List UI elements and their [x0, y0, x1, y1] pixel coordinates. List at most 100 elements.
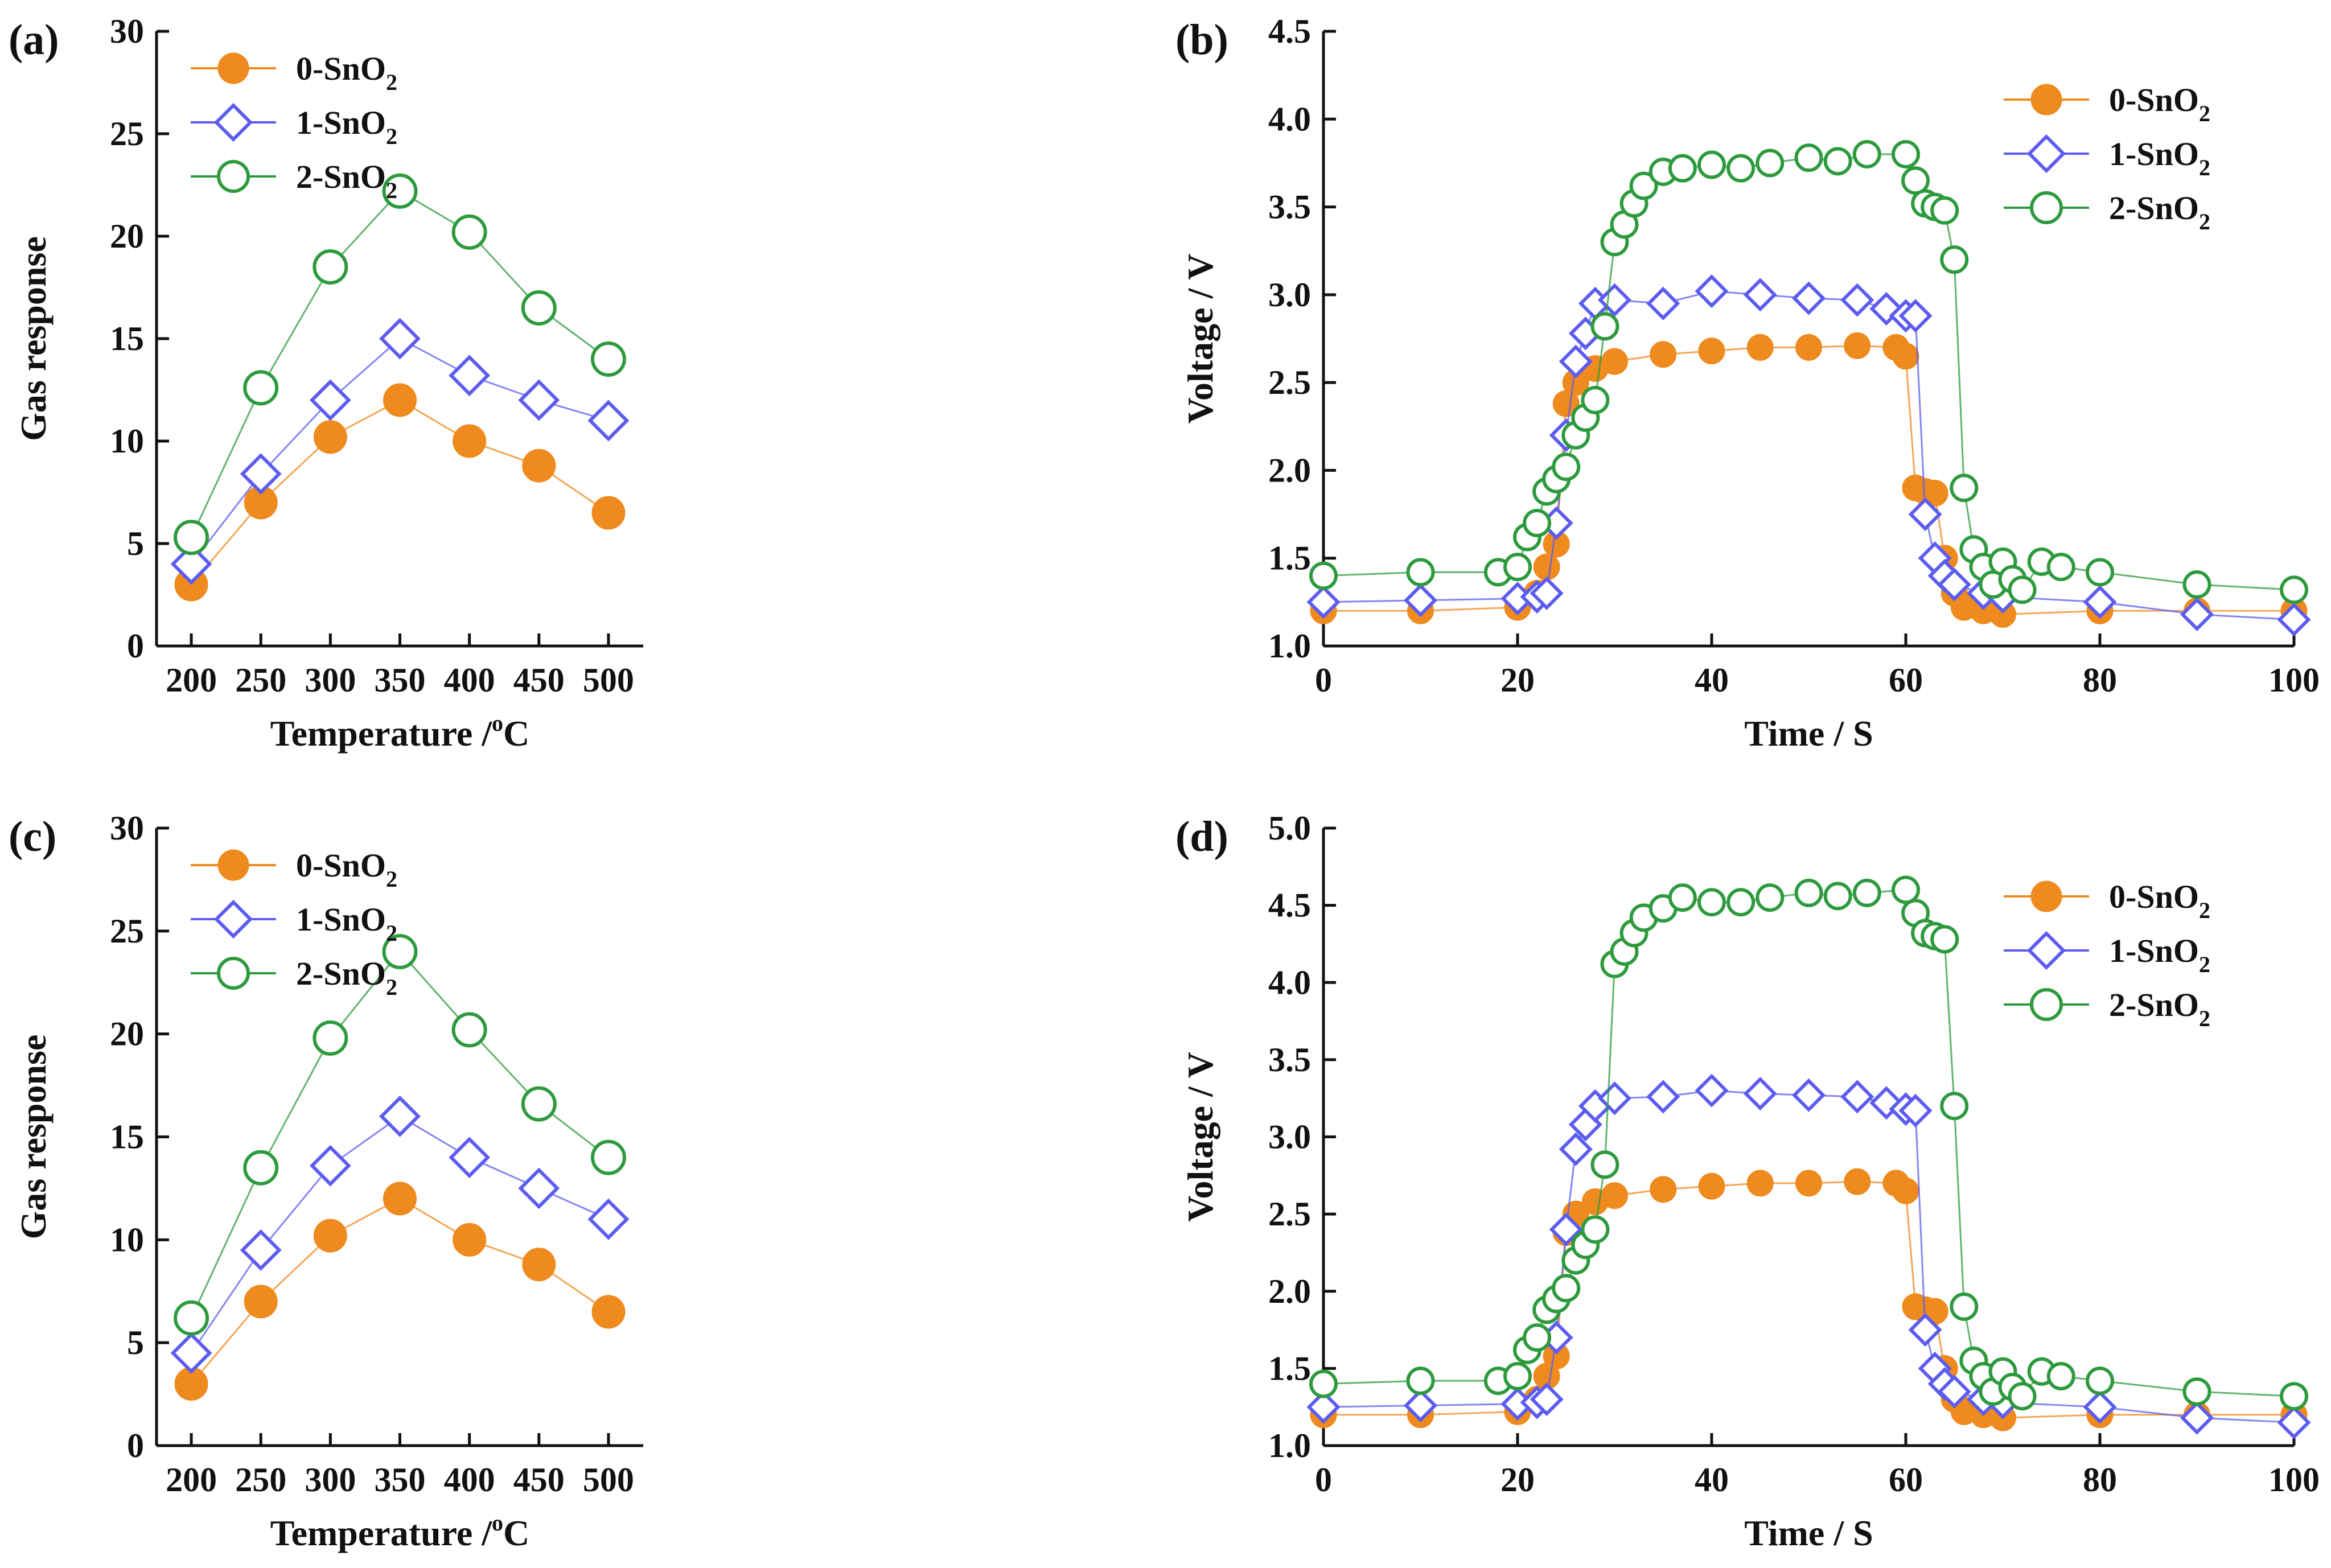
- data-point: [2182, 1377, 2211, 1406]
- data-point: [383, 383, 417, 417]
- y-tick-label: 2.5: [1268, 364, 1311, 401]
- series-0-legend-subscript: 2: [2199, 101, 2210, 126]
- series-0-legend-label: 0-SnO2: [2109, 878, 2210, 923]
- x-tick-label: 80: [2083, 661, 2117, 699]
- data-point: [1844, 1168, 1871, 1195]
- data-point: [1921, 480, 1948, 507]
- x-axis-unit: C: [503, 1513, 529, 1553]
- data-point: [1930, 925, 1959, 954]
- series-1: [1306, 274, 2311, 637]
- x-tick-label: 250: [235, 1461, 286, 1499]
- data-point: [1309, 561, 1338, 590]
- x-tick-label: 100: [2268, 661, 2320, 699]
- data-point: [1646, 1080, 1680, 1114]
- x-tick-label: 40: [1695, 661, 1729, 699]
- data-point: [522, 448, 556, 483]
- x-tick-label: 500: [583, 661, 634, 699]
- data-point: [1892, 1177, 1919, 1204]
- panel-a: (a) 0 5 10 15 20 25 30 200 250 300 350 400 450 500 Temp…: [9, 13, 643, 754]
- data-point: [174, 1300, 209, 1336]
- data-point: [1306, 585, 1341, 619]
- data-point: [1852, 140, 1881, 168]
- data-point: [1892, 875, 1920, 904]
- series-0: [174, 1182, 626, 1401]
- series-1: [170, 318, 630, 585]
- data-point: [174, 520, 209, 555]
- legend-marker: [2026, 931, 2066, 970]
- data-point: [1549, 1212, 1583, 1246]
- data-point: [2046, 1361, 2075, 1390]
- data-point: [1406, 558, 1435, 587]
- y-tick-label: 1.5: [1268, 1349, 1311, 1387]
- data-point: [1698, 338, 1725, 365]
- legend: 0-SnO2 1-SnO2 2-SnO2: [2004, 81, 2210, 234]
- legend-marker: [2030, 84, 2062, 116]
- data-point: [1650, 1176, 1677, 1203]
- y-tick-label: 0: [127, 627, 144, 665]
- data-point: [1852, 878, 1881, 907]
- data-point: [1892, 140, 1920, 168]
- data-point: [518, 1167, 560, 1209]
- data-point: [1697, 888, 1726, 917]
- series-2-legend-subscript: 2: [2199, 209, 2210, 234]
- data-point: [1823, 882, 1852, 911]
- x-tick-label: 80: [2083, 1461, 2117, 1499]
- legend-marker: [217, 160, 250, 193]
- y-tick-label: 2.5: [1268, 1195, 1311, 1233]
- y-tick-label: 20: [110, 1015, 144, 1053]
- data-point: [1869, 292, 1904, 326]
- x-tick-label: 400: [444, 661, 495, 699]
- y-tick-label: 4.5: [1268, 887, 1311, 924]
- data-point: [1726, 154, 1756, 183]
- data-point: [1590, 312, 1619, 341]
- legend-marker: [2030, 988, 2063, 1021]
- series-2: [1309, 875, 2308, 1411]
- data-point: [309, 379, 351, 421]
- data-point: [313, 1020, 348, 1056]
- y-tick-label: 1.5: [1268, 540, 1311, 577]
- series-0: [1310, 1168, 2308, 1431]
- x-axis-label: Temperature /oC: [270, 710, 530, 754]
- data-point: [2083, 1390, 2117, 1424]
- y-axis-label: Gas response: [13, 1035, 54, 1240]
- series-0-legend-label: 0-SnO2: [296, 847, 397, 892]
- data-point: [244, 1285, 278, 1319]
- data-point: [2046, 553, 2075, 582]
- data-point: [1908, 497, 1942, 532]
- data-point: [1530, 576, 1564, 610]
- y-tick-label: 4.5: [1268, 13, 1311, 50]
- y-tick-label: 15: [110, 1118, 144, 1156]
- data-point: [2083, 585, 2117, 619]
- legend-marker: [2030, 880, 2062, 912]
- legend: 0-SnO2 1-SnO2 2-SnO2: [2004, 878, 2210, 1031]
- data-point: [2182, 570, 2211, 599]
- data-point: [1306, 1390, 1341, 1424]
- series-line: [1323, 290, 2295, 621]
- data-point: [240, 1229, 282, 1271]
- x-tick-label: 20: [1500, 661, 1535, 699]
- data-point: [1791, 1078, 1826, 1112]
- data-point: [313, 249, 348, 285]
- data-point: [1629, 171, 1658, 200]
- legend-marker: [2030, 191, 2063, 224]
- data-point: [1403, 1388, 1438, 1423]
- data-point: [1791, 281, 1826, 315]
- data-point: [451, 1012, 487, 1048]
- series-2: [1309, 140, 2308, 604]
- legend: 0-SnO2 1-SnO2 2-SnO2: [191, 50, 397, 203]
- data-point: [1840, 1080, 1874, 1114]
- data-point: [1668, 154, 1697, 183]
- series-1-legend-subscript: 2: [2199, 952, 2210, 977]
- x-tick-label: 450: [513, 661, 565, 699]
- data-point: [1795, 1170, 1822, 1197]
- data-point: [522, 1248, 556, 1282]
- data-point: [1898, 1093, 1933, 1127]
- x-tick-label: 350: [375, 1461, 426, 1499]
- series-0-legend-label: 0-SnO2: [2109, 81, 2210, 126]
- y-tick-label: 1.0: [1268, 1427, 1311, 1464]
- panel-label: (a): [9, 16, 59, 64]
- series-0-legend-subscript: 2: [386, 866, 397, 892]
- x-tick-label: 500: [583, 1461, 634, 1499]
- data-point: [2086, 1367, 2114, 1396]
